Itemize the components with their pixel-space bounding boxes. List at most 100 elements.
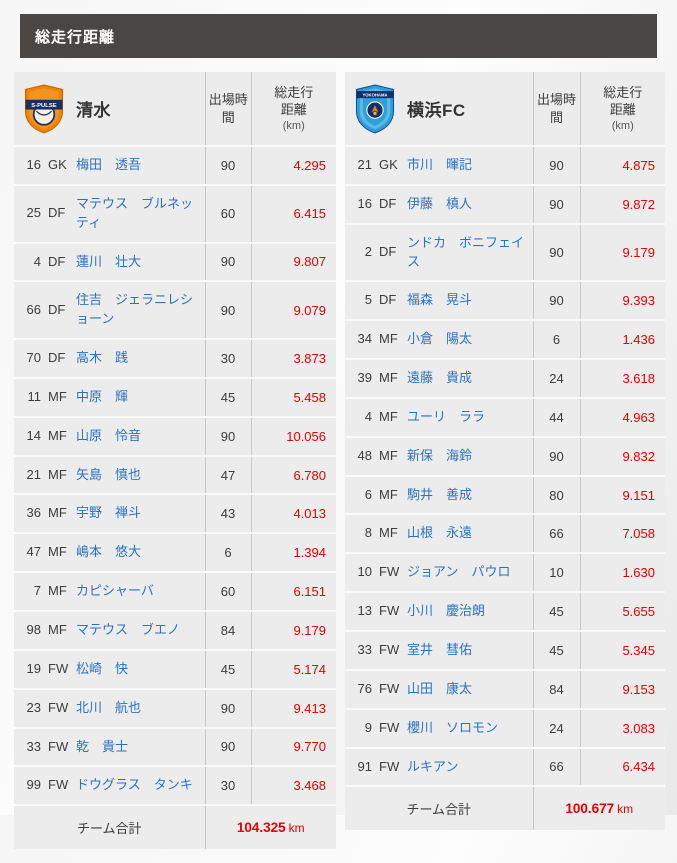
player-name-link[interactable]: ユーリ ララ [407, 408, 486, 424]
player-name-link[interactable]: 宇野 禅斗 [76, 505, 142, 521]
distance-cell: 10.056 [250, 416, 336, 457]
player-name-link[interactable]: 室井 彗佑 [407, 641, 473, 657]
table-row: 33 FW 室井 彗佑 45 5.345 [345, 630, 665, 671]
player-position: MF [379, 447, 398, 463]
player-position: MF [48, 427, 67, 443]
table-row: 6 MF 駒井 善成 80 9.151 [345, 475, 665, 516]
playing-time-cell: 66 [532, 747, 580, 788]
player-name-link[interactable]: 櫻川 ソロモン [407, 719, 499, 735]
player-number: 25 [26, 205, 41, 221]
playing-time-cell: 6 [532, 320, 580, 361]
playing-time-cell: 90 [532, 281, 580, 322]
player-name-link[interactable]: 蓮川 壮大 [76, 253, 142, 269]
distance-cell: 9.179 [579, 223, 665, 283]
table-row: 19 FW 松崎 快 45 5.174 [14, 649, 336, 690]
playing-time-cell: 84 [204, 610, 251, 651]
team-total-unit: km [617, 802, 634, 817]
playing-time-cell: 90 [204, 688, 251, 729]
playing-time-cell: 60 [204, 572, 251, 612]
column-header-distance: 総走行距離 (km) [250, 72, 336, 147]
distance-cell: 7.058 [579, 514, 665, 555]
table-row: 4 MF ユーリ ララ 44 4.963 [345, 397, 665, 438]
player-position: MF [379, 486, 398, 502]
distance-cell: 4.963 [579, 397, 665, 438]
player-name-link[interactable]: 北川 航也 [76, 699, 142, 715]
player-name-link[interactable]: ジョアン パウロ [407, 564, 511, 580]
team-total-row: チーム合計 100.677 km [345, 786, 665, 831]
player-number: 76 [357, 680, 372, 696]
player-name-link[interactable]: ンドカ ボニフェイス [407, 234, 525, 269]
player-name-link[interactable]: 小川 慶治朗 [407, 603, 486, 619]
team-total-number: 100.677 [565, 801, 615, 817]
table-row: 13 FW 小川 慶治朗 45 5.655 [345, 592, 665, 632]
player-number: 16 [26, 157, 41, 172]
playing-time-cell: 45 [204, 649, 251, 690]
player-number: 2 [364, 244, 372, 260]
player-number: 4 [364, 408, 372, 424]
player-number: 23 [26, 699, 41, 715]
player-number: 16 [357, 195, 372, 211]
player-name-link[interactable]: 松崎 快 [76, 660, 129, 676]
player-position: FW [48, 660, 69, 676]
player-name-link[interactable]: カピシャーバ [76, 583, 154, 599]
player-name-link[interactable]: ルキアン [407, 758, 459, 774]
distance-cell: 1.436 [579, 320, 665, 361]
distance-cell: 6.151 [250, 572, 336, 612]
distance-cell: 1.630 [579, 553, 665, 594]
player-position: DF [48, 301, 66, 317]
player-name-link[interactable]: 梅田 透吾 [76, 157, 142, 172]
player-number: 6 [364, 486, 372, 502]
player-number: 47 [26, 544, 41, 560]
player-name-link[interactable]: 遠藤 貴成 [407, 370, 473, 386]
player-name-link[interactable]: 矢島 慎也 [76, 466, 142, 482]
table-row: 99 FW ドウグラス タンキ 30 3.468 [14, 766, 336, 807]
player-name-link[interactable]: 山原 怜音 [76, 427, 142, 443]
distance-cell: 3.873 [250, 339, 336, 379]
player-position: DF [379, 292, 397, 308]
player-name-link[interactable]: 新保 海鈴 [407, 447, 473, 463]
distance-cell: 9.770 [250, 727, 336, 768]
player-position: MF [379, 370, 398, 386]
player-name-link[interactable]: マテウス ブエノ [76, 621, 181, 637]
player-name-link[interactable]: 伊藤 槙人 [407, 195, 473, 211]
player-number: 33 [357, 641, 372, 657]
player-name-link[interactable]: 福森 晃斗 [407, 292, 473, 308]
player-name-link[interactable]: 高木 践 [76, 350, 129, 366]
player-number: 39 [357, 370, 372, 386]
player-name-link[interactable]: 嶋本 悠大 [76, 544, 142, 560]
player-name-link[interactable]: 乾 貴士 [76, 738, 129, 754]
player-number: 34 [357, 331, 372, 347]
playing-time-cell: 90 [204, 146, 251, 186]
player-number: 10 [357, 564, 372, 580]
table-row: 8 MF 山根 永遠 66 7.058 [345, 514, 665, 555]
page-title: 総走行距離 [35, 28, 116, 46]
playing-time-cell: 90 [204, 416, 251, 457]
table-row: 5 DF 福森 晃斗 90 9.393 [345, 281, 665, 322]
player-position: FW [379, 758, 400, 774]
player-number: 70 [26, 350, 41, 366]
player-name-link[interactable]: ドウグラス タンキ [76, 777, 193, 793]
team-total-value: 104.325 km [204, 805, 336, 850]
player-position: MF [48, 583, 67, 599]
player-name-link[interactable]: 市川 暉記 [407, 157, 473, 172]
player-name-link[interactable]: 山根 永遠 [407, 525, 473, 541]
player-name-link[interactable]: 駒井 善成 [407, 486, 473, 502]
player-position: FW [48, 738, 69, 754]
player-number: 21 [26, 466, 41, 482]
distance-cell: 9.832 [579, 436, 665, 477]
player-position: DF [379, 195, 397, 211]
table-row: 4 DF 蓮川 壮大 90 9.807 [14, 242, 336, 283]
table-row: 16 DF 伊藤 槙人 90 9.872 [345, 184, 665, 225]
player-name-link[interactable]: 中原 輝 [76, 388, 129, 404]
player-name-link[interactable]: 住吉 ジェラニレショーン [76, 292, 194, 327]
player-name-link[interactable]: 山田 康太 [407, 680, 473, 696]
team-header: YOKOHAMA 横浜FC [353, 84, 527, 134]
player-name-link[interactable]: マテウス ブルネッティ [76, 195, 194, 230]
player-position: FW [379, 641, 400, 657]
player-name-link[interactable]: 小倉 陽太 [407, 331, 473, 347]
distance-cell: 9.872 [579, 184, 665, 225]
player-number: 36 [26, 505, 41, 521]
player-position: GK [379, 157, 398, 172]
player-position: FW [379, 603, 400, 619]
